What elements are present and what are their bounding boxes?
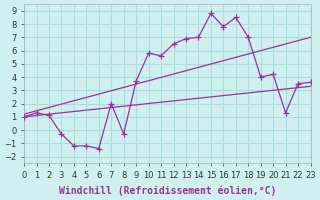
X-axis label: Windchill (Refroidissement éolien,°C): Windchill (Refroidissement éolien,°C) [59,185,276,196]
